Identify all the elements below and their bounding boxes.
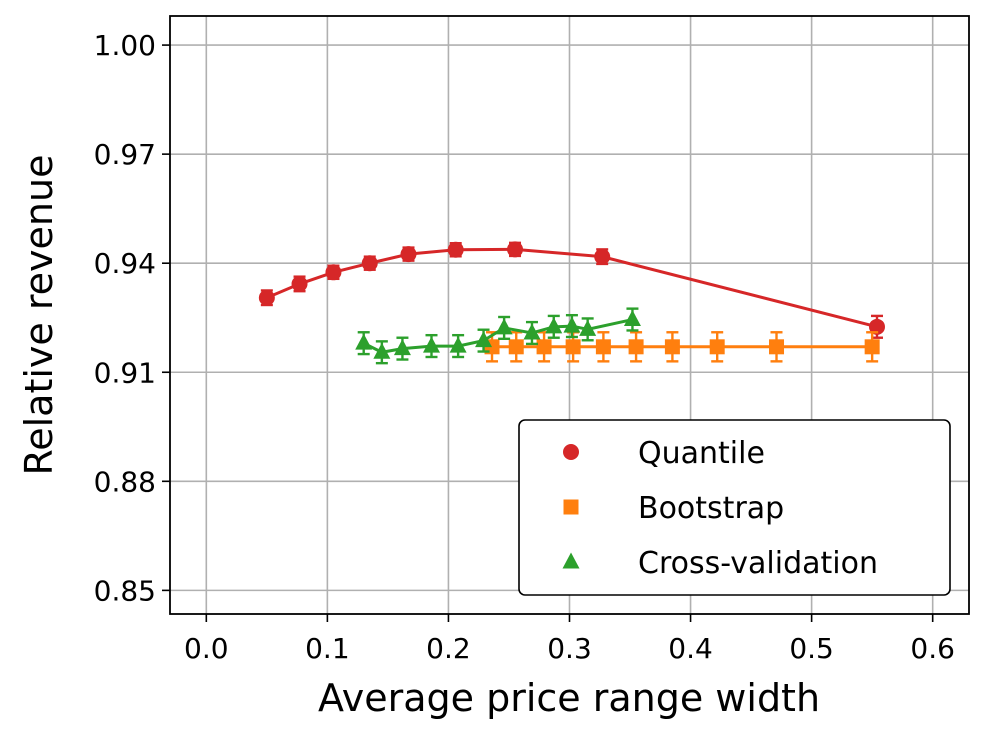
y-tick-label: 0.88 (94, 465, 156, 498)
x-tick-label: 0.1 (305, 632, 350, 665)
cross-validation-point (495, 318, 513, 335)
x-tick-label: 0.5 (789, 632, 834, 665)
quantile-point (361, 255, 378, 272)
legend-item-quantile: Quantile (563, 436, 765, 471)
series-quantile (258, 241, 885, 339)
cross-validation-point (579, 319, 597, 336)
series-group (258, 241, 885, 365)
cross-validation-point (422, 336, 440, 353)
quantile-point (594, 248, 611, 265)
cross-validation-point (545, 317, 563, 334)
cross-validation-point (393, 339, 411, 356)
legend: Quantile Bootstrap Cross-validation (518, 419, 951, 596)
legend-label: Quantile (638, 436, 765, 471)
legend-marker-bootstrap (563, 499, 579, 515)
quantile-point (507, 241, 524, 258)
series-bootstrap (484, 331, 880, 363)
y-tick-label: 1.00 (94, 29, 156, 62)
x-tick-label: 0.6 (910, 632, 955, 665)
legend-label: Cross-validation (638, 546, 878, 581)
cross-validation-point (563, 316, 581, 333)
y-tick-label: 0.94 (94, 247, 156, 280)
bootstrap-point (595, 339, 611, 355)
legend-item-cross-validation: Cross-validation (562, 546, 878, 581)
x-tick-label: 0.2 (426, 632, 471, 665)
bootstrap-point (565, 339, 581, 355)
legend-label: Bootstrap (638, 491, 784, 526)
bootstrap-point (769, 339, 785, 355)
legend-marker-cross-validation (562, 552, 580, 569)
legend-item-bootstrap: Bootstrap (563, 491, 784, 526)
cross-validation-point (373, 342, 391, 359)
grid (170, 16, 969, 614)
quantile-point (400, 246, 417, 263)
y-axis-label: Relative revenue (17, 155, 61, 476)
cross-validation-point (355, 333, 373, 350)
bootstrap-point (536, 339, 552, 355)
bootstrap-point (628, 339, 644, 355)
quantile-point (258, 289, 275, 306)
x-tick-label: 0.0 (184, 632, 229, 665)
cross-validation-point (523, 323, 541, 340)
cross-validation-point (449, 336, 467, 353)
legend-box (518, 419, 951, 596)
legend-marker-quantile (563, 444, 579, 460)
quantile-point (868, 318, 885, 335)
quantile-point (291, 275, 308, 292)
quantile-point (325, 264, 342, 281)
x-tick-label: 0.3 (547, 632, 592, 665)
quantile-point (447, 241, 464, 258)
cross-validation-point (475, 331, 493, 348)
axes: 0.0 0.1 0.2 0.3 0.4 0.5 0.6 0.85 0.88 0.91 0.94 0.9… (94, 29, 955, 665)
bootstrap-point (508, 339, 524, 355)
y-tick-label: 0.85 (94, 574, 156, 607)
bootstrap-point (664, 339, 680, 355)
series-cross-validation (355, 307, 641, 365)
x-tick-label: 0.4 (668, 632, 713, 665)
x-axis-label: Average price range width (318, 676, 820, 720)
y-tick-label: 0.97 (94, 138, 156, 171)
bootstrap-point (864, 339, 880, 355)
bootstrap-point (709, 339, 725, 355)
y-tick-label: 0.91 (94, 356, 156, 389)
cross-validation-point (623, 310, 641, 327)
